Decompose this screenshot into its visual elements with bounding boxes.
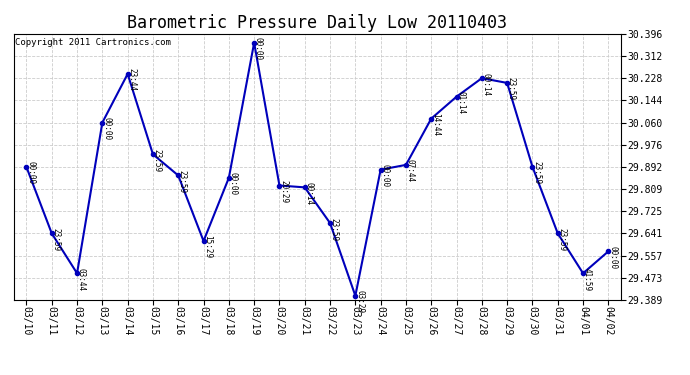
Text: 14:44: 14:44 <box>431 113 440 136</box>
Text: 23:44: 23:44 <box>128 68 137 92</box>
Text: 00:14: 00:14 <box>304 182 313 205</box>
Title: Barometric Pressure Daily Low 20110403: Barometric Pressure Daily Low 20110403 <box>128 14 507 32</box>
Text: 03:29: 03:29 <box>355 290 364 314</box>
Text: 00:00: 00:00 <box>228 172 237 195</box>
Text: 00:00: 00:00 <box>26 162 35 184</box>
Text: 23:59: 23:59 <box>507 77 516 101</box>
Text: 41:59: 41:59 <box>583 268 592 291</box>
Text: 23:59: 23:59 <box>532 161 541 184</box>
Text: 00:00: 00:00 <box>102 117 111 140</box>
Text: Copyright 2011 Cartronics.com: Copyright 2011 Cartronics.com <box>15 38 171 47</box>
Text: 00:14: 00:14 <box>482 73 491 96</box>
Text: 07:44: 07:44 <box>406 159 415 183</box>
Text: 23:59: 23:59 <box>52 228 61 251</box>
Text: 00:00: 00:00 <box>254 37 263 60</box>
Text: 01:14: 01:14 <box>456 91 465 114</box>
Text: 23:59: 23:59 <box>558 228 566 251</box>
Text: 23:59: 23:59 <box>330 217 339 241</box>
Text: 23:59: 23:59 <box>178 170 187 193</box>
Text: 00:00: 00:00 <box>380 164 389 187</box>
Text: 00:00: 00:00 <box>608 246 617 269</box>
Text: 20:29: 20:29 <box>279 180 288 203</box>
Text: 23:59: 23:59 <box>152 149 161 172</box>
Text: 15:29: 15:29 <box>204 236 213 259</box>
Text: 03:44: 03:44 <box>77 268 86 291</box>
